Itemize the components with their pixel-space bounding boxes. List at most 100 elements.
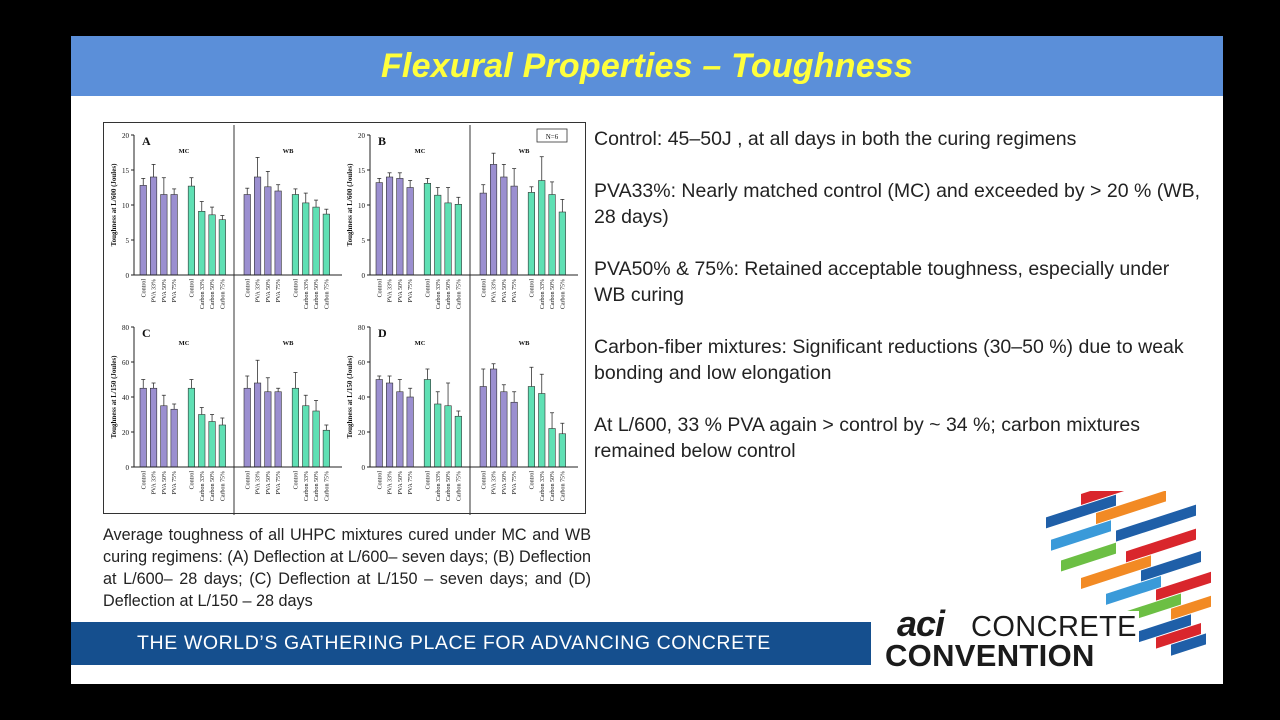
category-label: PVA 50%	[162, 471, 168, 494]
data-bar	[375, 182, 383, 276]
category-label: Carbon 75%	[324, 471, 330, 501]
data-bar	[218, 219, 226, 276]
category-label: Control	[377, 471, 383, 490]
data-bar	[243, 387, 251, 468]
data-bar	[322, 213, 330, 276]
data-bar	[375, 379, 383, 468]
data-bar	[187, 387, 195, 468]
bullet-l600: At L/600, 33 % PVA again > control by ~ …	[594, 414, 1140, 462]
category-label: Carbon 33%	[436, 471, 442, 501]
data-bar	[396, 178, 404, 276]
data-bar	[423, 379, 432, 468]
group-label: WB	[519, 148, 531, 155]
category-label: Control	[377, 279, 383, 298]
category-label: Carbon 75%	[560, 471, 566, 501]
group-label: MC	[415, 340, 426, 347]
y-tick-label: 10	[122, 202, 130, 210]
data-bar	[149, 176, 158, 276]
y-axis-label: Toughness at L/600 (Joules)	[346, 163, 354, 246]
slide-title: Flexural Properties – Toughness	[380, 46, 914, 85]
y-tick-label: 80	[358, 324, 366, 332]
data-bar	[291, 194, 299, 276]
y-tick-label: 5	[126, 237, 130, 245]
data-bar	[527, 192, 536, 276]
category-label: Control	[481, 471, 487, 490]
y-tick-label: 40	[358, 394, 366, 402]
category-label: Control	[245, 471, 251, 490]
bullet-carbon: Carbon-fiber mixtures: Significant reduc…	[594, 336, 1184, 384]
category-label: Carbon 50%	[314, 279, 320, 309]
aci-wordmark: aci	[897, 603, 945, 644]
data-bar	[160, 405, 168, 468]
y-tick-label: 60	[122, 359, 130, 367]
y-axis-label: Toughness at L/150 (Joules)	[110, 355, 118, 438]
data-bar	[406, 187, 414, 276]
data-bar	[302, 202, 310, 276]
data-bar	[198, 211, 206, 276]
data-bar	[489, 164, 498, 276]
data-bar	[548, 428, 556, 468]
category-label: Carbon 50%	[210, 279, 216, 309]
category-label: PVA 75%	[276, 471, 282, 494]
data-bar	[312, 206, 320, 276]
data-bar	[510, 401, 518, 468]
data-bar	[385, 382, 394, 468]
data-bar	[444, 405, 452, 468]
bullet-list: Control: 45–50J , at all days in both th…	[594, 126, 1204, 490]
category-label: Control	[189, 279, 195, 298]
data-bar	[208, 421, 216, 468]
toughness-figure: 0 5 10 15 20 Toughness at L/600 (Joules) A MC Co…	[103, 122, 586, 515]
bullet-control: Control: 45–50J , at all days in both th…	[594, 128, 1077, 150]
tagline: THE WORLD’S GATHERING PLACE FOR ADVANCIN…	[137, 632, 771, 654]
category-label: Control	[245, 279, 251, 298]
y-tick-label: 20	[122, 429, 130, 437]
y-tick-label: 5	[362, 237, 366, 245]
data-bar	[170, 194, 178, 276]
data-bar	[322, 429, 330, 468]
data-bar	[479, 192, 487, 276]
category-label: Control	[425, 471, 431, 490]
data-bar	[264, 186, 272, 276]
category-label: Carbon 75%	[456, 471, 462, 501]
data-bar	[558, 433, 566, 468]
y-tick-label: 0	[362, 464, 366, 472]
category-label: PVA 75%	[512, 279, 518, 302]
category-label: Control	[425, 279, 431, 298]
data-bar	[160, 194, 168, 276]
figure-caption: Average toughness of all UHPC mixtures c…	[103, 526, 591, 610]
panel-letter: C	[142, 326, 151, 340]
category-label: Carbon 33%	[304, 279, 310, 309]
category-label: PVA 33%	[152, 471, 158, 494]
category-label: PVA 50%	[266, 471, 272, 494]
category-label: PVA 75%	[172, 471, 178, 494]
category-label: Control	[141, 471, 147, 490]
y-tick-label: 0	[362, 272, 366, 280]
data-bar	[510, 185, 518, 276]
category-label: Carbon 75%	[220, 279, 226, 309]
category-label: PVA 33%	[152, 279, 158, 302]
data-bar	[291, 387, 299, 468]
y-tick-label: 10	[358, 202, 366, 210]
data-bar	[254, 382, 262, 468]
category-label: Carbon 33%	[540, 279, 546, 309]
slide: Flexural Properties – Toughness 0 5 10 15 20…	[71, 36, 1223, 684]
bullet-pva33: PVA33%: Nearly matched control (MC) and …	[594, 180, 1201, 228]
data-bar	[479, 386, 487, 468]
data-bar	[139, 185, 147, 276]
data-bar	[396, 391, 404, 468]
convention-wordmark: CONVENTION	[883, 638, 1097, 674]
group-label: WB	[283, 340, 295, 347]
category-label: PVA 75%	[408, 279, 414, 302]
data-bar	[454, 204, 462, 276]
data-bar	[434, 403, 442, 468]
data-bar	[423, 182, 432, 276]
category-label: Carbon 33%	[436, 279, 442, 309]
category-label: Carbon 33%	[200, 471, 206, 501]
category-label: Carbon 75%	[560, 279, 566, 309]
category-label: Carbon 33%	[200, 279, 206, 309]
category-label: PVA 33%	[492, 471, 498, 494]
category-label: Carbon 33%	[304, 471, 310, 501]
y-tick-label: 15	[358, 167, 366, 175]
y-tick-label: 20	[358, 132, 366, 140]
aci-concrete-convention-logo: aci CONCRETE CONVENTION	[881, 491, 1211, 681]
